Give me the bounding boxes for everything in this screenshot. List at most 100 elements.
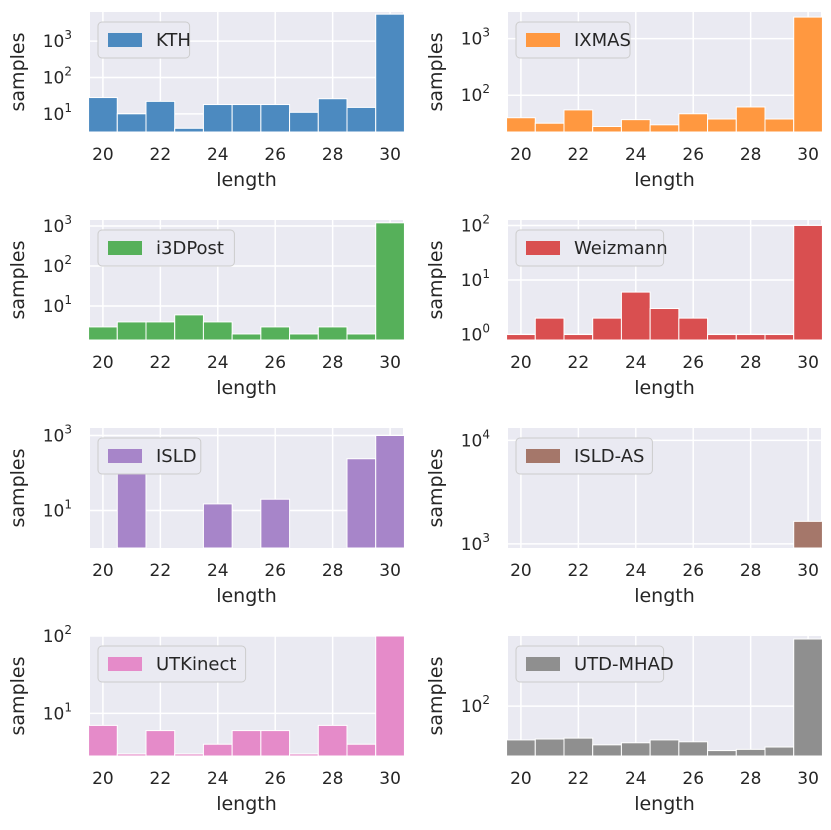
x-tick-label: 20	[92, 769, 114, 789]
bar-length-21	[116, 753, 147, 757]
x-axis-label: length	[216, 377, 277, 399]
x-tick-label: 22	[150, 353, 172, 373]
y-tick-label: 103	[461, 531, 490, 555]
y-tick-label: 103	[43, 28, 72, 52]
legend-label: ISLD	[156, 446, 197, 467]
y-tick-label: 100	[461, 322, 490, 346]
x-tick-label: 20	[92, 145, 114, 165]
bar-length-20	[506, 334, 536, 341]
y-axis-label: samples	[7, 241, 29, 320]
x-tick-label: 30	[379, 145, 401, 165]
bar-length-26	[260, 498, 291, 549]
y-tick-label: 101	[43, 101, 72, 125]
bar-length-25	[649, 739, 680, 757]
bar-length-25	[649, 308, 680, 341]
x-tick-label: 24	[207, 561, 229, 581]
bar-length-21	[534, 738, 565, 757]
bar-length-28	[735, 334, 766, 341]
legend-label: KTH	[156, 30, 191, 51]
bar-length-27	[289, 753, 319, 757]
bar-length-28	[317, 326, 348, 341]
chart-panel-i3dpost: 20 22 24 26 28 30 101 102 103 length samples i3DPos…	[7, 213, 405, 399]
legend-label: Weizmann	[574, 238, 668, 259]
x-tick-label: 22	[568, 353, 590, 373]
x-tick-label: 26	[682, 353, 704, 373]
bar-length-20	[88, 97, 118, 133]
bar-length-27	[289, 111, 319, 133]
x-tick-label: 24	[625, 353, 647, 373]
x-tick-label: 22	[568, 145, 590, 165]
bar-length-30	[793, 520, 823, 549]
x-tick-label: 24	[207, 353, 229, 373]
x-tick-label: 30	[379, 561, 401, 581]
x-tick-label: 26	[264, 561, 286, 581]
legend-swatch	[108, 241, 142, 255]
x-axis-label: length	[634, 169, 695, 191]
bar-length-28	[735, 106, 766, 133]
legend: UTD-MHAD	[515, 645, 674, 683]
x-tick-label: 30	[797, 561, 819, 581]
bar-length-24	[202, 321, 233, 341]
bar-length-28	[317, 98, 348, 133]
bar-length-25	[231, 104, 262, 133]
legend-swatch	[526, 657, 560, 671]
x-tick-label: 26	[264, 769, 286, 789]
legend-box	[515, 437, 653, 475]
bar-length-26	[260, 730, 291, 757]
bar-length-27	[707, 334, 737, 341]
x-tick-label: 28	[322, 561, 344, 581]
legend-label: IXMAS	[574, 30, 631, 51]
legend: ISLD-AS	[515, 437, 653, 475]
bar-length-30	[375, 635, 405, 757]
bar-length-29	[346, 333, 377, 341]
legend-box	[515, 645, 665, 683]
legend-box	[97, 21, 191, 59]
x-tick-label: 20	[510, 353, 532, 373]
bar-length-20	[88, 326, 118, 341]
legend-box	[97, 645, 247, 683]
chart-panel-weizmann: 20 22 24 26 28 30 100 101 102 length samples Weizma…	[425, 212, 823, 399]
bar-length-30	[793, 16, 823, 133]
x-tick-label: 30	[797, 353, 819, 373]
x-axis-label: length	[634, 793, 695, 815]
x-tick-label: 28	[740, 353, 762, 373]
legend-box	[515, 21, 631, 59]
x-tick-label: 20	[92, 353, 114, 373]
y-axis-label: samples	[7, 657, 29, 736]
x-tick-label: 28	[322, 145, 344, 165]
bar-length-23	[592, 317, 622, 341]
y-axis-label: samples	[425, 241, 447, 320]
bar-length-24	[620, 291, 651, 341]
bar-length-27	[289, 333, 319, 341]
x-tick-label: 22	[150, 769, 172, 789]
y-tick-label: 103	[461, 26, 490, 50]
legend-label: UTD-MHAD	[574, 654, 674, 675]
y-tick-label: 102	[43, 64, 72, 88]
x-tick-label: 30	[379, 353, 401, 373]
legend: i3DPost	[97, 229, 235, 267]
bar-length-23	[174, 314, 204, 341]
legend: Weizmann	[515, 229, 668, 267]
bar-length-24	[620, 742, 651, 757]
y-tick-label: 101	[43, 700, 72, 724]
x-tick-label: 28	[322, 769, 344, 789]
bar-length-29	[764, 118, 795, 133]
y-axis-label: samples	[7, 449, 29, 528]
x-tick-label: 26	[682, 769, 704, 789]
chart-panel-ixmas: 20 22 24 26 28 30 102 103 length samples IXMAS	[425, 12, 823, 191]
legend: UTKinect	[97, 645, 247, 683]
bar-length-30	[793, 224, 823, 341]
y-axis-label: samples	[425, 449, 447, 528]
bar-length-24	[202, 743, 233, 757]
x-tick-label: 22	[568, 561, 590, 581]
bar-length-25	[231, 730, 262, 757]
x-tick-label: 26	[264, 353, 286, 373]
y-axis-label: samples	[425, 33, 447, 112]
bar-length-22	[563, 109, 594, 133]
legend-label: UTKinect	[156, 654, 236, 675]
bar-length-30	[793, 638, 823, 757]
chart-panel-utd-mhad: 20 22 24 26 28 30 102 length samples UTD-MHAD	[425, 636, 823, 815]
legend-box	[97, 229, 235, 267]
x-tick-label: 26	[682, 561, 704, 581]
